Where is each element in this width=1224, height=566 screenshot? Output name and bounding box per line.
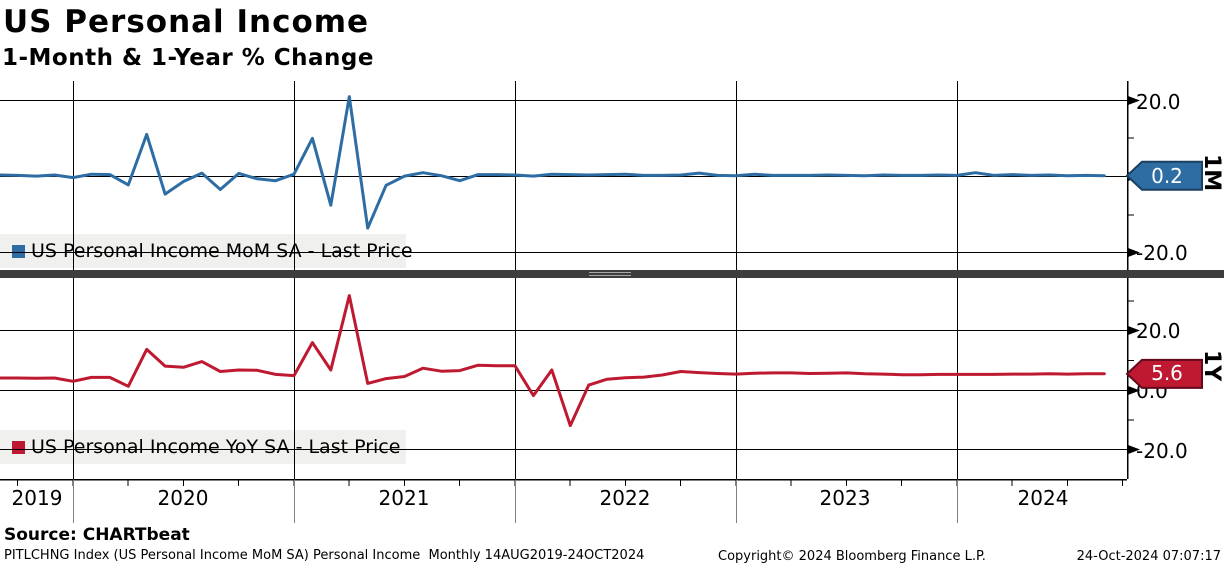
plot-area[interactable]	[0, 81, 1127, 479]
source-label: Source: CHARTbeat	[4, 525, 190, 545]
xtick-2023: 2023	[819, 486, 871, 510]
xtick-2024: 2024	[1017, 486, 1069, 510]
panel-separator-handle[interactable]	[0, 270, 1224, 278]
xtick-2022: 2022	[599, 486, 651, 510]
xtick-2019: 2019	[11, 486, 63, 510]
top-ytick-20: 20.0	[1136, 90, 1181, 114]
top-panel-axis-label: 1M	[1199, 154, 1224, 192]
yoy-legend-swatch-icon	[12, 440, 25, 454]
legend-mom[interactable]: US Personal Income MoM SA - Last Price	[0, 234, 413, 268]
copyright-notice: Copyright© 2024 Bloomberg Finance L.P.	[718, 549, 986, 564]
xtick-2020: 2020	[157, 486, 209, 510]
separator-grip-icon	[589, 272, 631, 273]
yoy-last-price-tag: 5.6	[1151, 361, 1183, 385]
page-title: US Personal Income	[3, 4, 370, 40]
xtick-2021: 2021	[378, 486, 430, 510]
legend-yoy[interactable]: US Personal Income YoY SA - Last Price	[0, 430, 406, 464]
mom-legend-label: US Personal Income MoM SA - Last Price	[31, 240, 413, 262]
mom-last-price-tag: 0.2	[1151, 164, 1183, 188]
chart-timestamp: 24-Oct-2024 07:07:17	[1076, 549, 1221, 564]
top-ytick-neg20: -20.0	[1136, 241, 1188, 265]
bottom-ytick-neg20: -20.0	[1136, 439, 1188, 463]
bottom-ytick-20: 20.0	[1136, 319, 1181, 343]
page-subtitle: 1-Month & 1-Year % Change	[2, 45, 374, 71]
mom-legend-swatch-icon	[12, 244, 25, 258]
separator-grip-icon	[589, 275, 631, 276]
ticker-description: PITLCHNG Index (US Personal Income MoM S…	[4, 548, 645, 563]
bottom-panel-axis-label: 1Y	[1199, 350, 1224, 382]
yoy-legend-label: US Personal Income YoY SA - Last Price	[31, 436, 401, 458]
